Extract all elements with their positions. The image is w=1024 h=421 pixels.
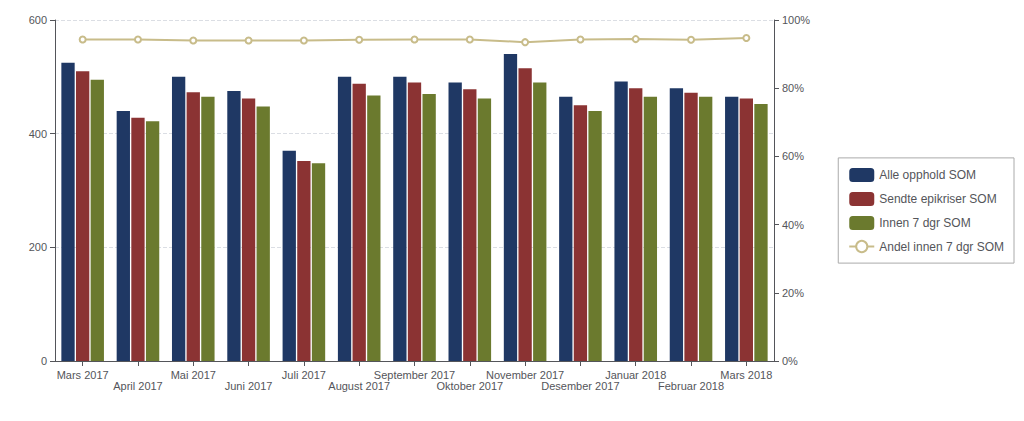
svg-text:Andel innen 7 dgr SOM: Andel innen 7 dgr SOM — [879, 240, 1004, 254]
svg-text:400: 400 — [29, 128, 47, 140]
svg-text:November 2017: November 2017 — [486, 368, 565, 381]
svg-text:September 2017: September 2017 — [373, 368, 456, 381]
svg-text:Mai 2017: Mai 2017 — [171, 369, 216, 381]
svg-text:0%: 0% — [782, 355, 798, 367]
svg-text:Innen 7 dgr SOM: Innen 7 dgr SOM — [879, 216, 970, 230]
svg-text:Sendte epikriser SOM: Sendte epikriser SOM — [879, 192, 996, 206]
svg-text:80%: 80% — [782, 82, 804, 94]
svg-text:Alle opphold SOM: Alle opphold SOM — [879, 168, 976, 182]
svg-text:Februar 2018: Februar 2018 — [658, 380, 724, 392]
svg-text:April 2017: April 2017 — [113, 380, 163, 392]
svg-text:100%: 100% — [782, 14, 810, 26]
svg-text:60%: 60% — [782, 150, 804, 162]
svg-text:Juli 2017: Juli 2017 — [282, 369, 326, 381]
svg-text:0: 0 — [41, 355, 47, 367]
svg-text:Oktober 2017: Oktober 2017 — [436, 380, 503, 392]
svg-text:Juni 2017: Juni 2017 — [225, 380, 273, 392]
svg-text:August 2017: August 2017 — [328, 380, 390, 392]
svg-text:Mars 2017: Mars 2017 — [57, 369, 109, 381]
svg-text:600: 600 — [29, 14, 47, 26]
svg-text:200: 200 — [29, 241, 47, 253]
svg-text:20%: 20% — [782, 287, 804, 299]
svg-text:Januar 2018: Januar 2018 — [605, 368, 667, 381]
svg-text:40%: 40% — [782, 219, 804, 231]
svg-text:Mars 2018: Mars 2018 — [720, 369, 772, 381]
svg-text:Desember 2017: Desember 2017 — [541, 380, 619, 392]
